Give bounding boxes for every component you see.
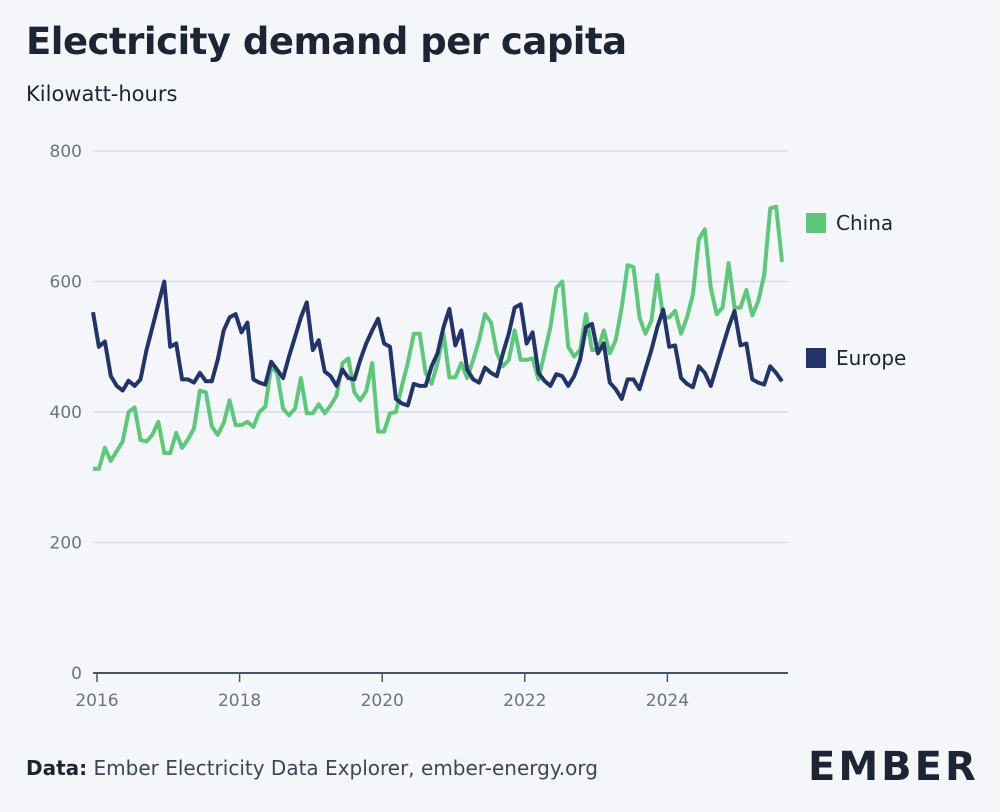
series-line-china [93,204,784,471]
y-tick-label: 0 [71,664,82,684]
legend-swatch-europe [806,348,826,368]
legend-label-china: China [836,211,893,235]
chart-subtitle: Kilowatt-hours [26,82,178,106]
source-label: Data: [26,756,88,780]
series-line-europe [91,279,784,408]
x-tick-label: 2024 [646,691,689,711]
y-tick-label: 600 [50,273,82,293]
chart-title: Electricity demand per capita [26,20,627,63]
source-text: Ember Electricity Data Explorer, ember-e… [93,756,598,780]
y-tick-label: 800 [50,142,82,162]
legend-label-europe: Europe [836,346,906,370]
y-tick-label: 200 [50,534,82,554]
x-tick-label: 2020 [361,691,404,711]
x-tick-label: 2022 [503,691,546,711]
ember-logo: EMBER [808,744,979,790]
y-tick-label: 400 [50,403,82,423]
x-tick-label: 2016 [75,691,118,711]
legend-swatch-china [806,213,826,233]
data-source: Data: Ember Electricity Data Explorer, e… [26,756,598,780]
x-tick-label: 2018 [218,691,261,711]
